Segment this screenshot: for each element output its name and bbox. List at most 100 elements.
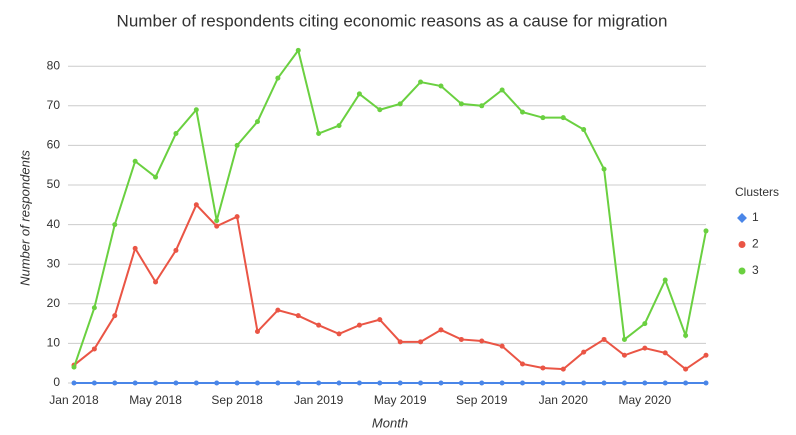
data-point: [560, 366, 566, 372]
data-point: [642, 380, 648, 386]
x-tick-label: Sep 2018: [211, 393, 263, 407]
data-point: [479, 103, 485, 109]
data-point: [71, 364, 77, 370]
data-point: [520, 109, 526, 115]
data-point: [601, 166, 607, 172]
data-point: [397, 380, 403, 386]
data-point: [703, 228, 709, 234]
data-point: [683, 380, 689, 386]
data-point: [275, 380, 281, 386]
data-point: [214, 223, 220, 229]
data-point: [418, 339, 424, 345]
y-tick-label: 40: [47, 217, 61, 231]
data-point: [418, 79, 424, 85]
y-tick-label: 30: [47, 256, 61, 270]
data-point: [153, 279, 159, 285]
x-tick-label: May 2020: [618, 393, 671, 407]
data-point: [153, 174, 159, 180]
data-point: [683, 366, 689, 372]
data-point: [91, 305, 97, 311]
data-point: [173, 380, 179, 386]
x-tick-label: Sep 2019: [456, 393, 508, 407]
data-point: [377, 317, 383, 323]
data-point: [173, 131, 179, 137]
data-point: [418, 380, 424, 386]
data-point: [438, 327, 444, 333]
data-point: [214, 218, 220, 224]
data-point: [91, 380, 97, 386]
y-tick-label: 70: [47, 98, 61, 112]
data-point: [499, 87, 505, 93]
data-point: [581, 127, 587, 133]
data-point: [540, 365, 546, 371]
legend-marker: [737, 213, 747, 223]
series-line: [73, 48, 707, 368]
data-point: [275, 75, 281, 81]
data-point: [621, 380, 627, 386]
data-point: [703, 380, 709, 386]
data-point: [254, 329, 260, 335]
x-tick-label: May 2019: [374, 393, 427, 407]
data-point: [520, 361, 526, 367]
data-point: [458, 336, 464, 342]
data-point: [112, 222, 118, 228]
data-point: [295, 47, 301, 53]
x-tick-label: May 2018: [129, 393, 182, 407]
legend-marker: [738, 267, 746, 275]
series-line: [73, 203, 707, 371]
data-point: [336, 123, 342, 129]
data-point: [601, 336, 607, 342]
data-point: [560, 115, 566, 121]
data-point: [336, 380, 342, 386]
legend-label: 1: [752, 210, 759, 224]
y-axis-label: Number of respondents: [17, 150, 32, 286]
data-point: [336, 331, 342, 337]
data-point: [254, 119, 260, 125]
data-point: [581, 380, 587, 386]
x-tick-label: Jan 2018: [49, 393, 99, 407]
data-point: [356, 91, 362, 97]
data-point: [662, 350, 668, 356]
data-point: [581, 349, 587, 355]
data-point: [132, 245, 138, 251]
data-point: [132, 380, 138, 386]
data-point: [683, 332, 689, 338]
data-point: [193, 380, 199, 386]
data-point: [621, 336, 627, 342]
data-point: [112, 313, 118, 319]
data-point: [71, 380, 77, 386]
data-point: [295, 313, 301, 319]
data-point: [458, 101, 464, 107]
data-point: [377, 107, 383, 113]
data-point: [397, 339, 403, 345]
data-point: [254, 380, 260, 386]
y-tick-label: 80: [47, 58, 61, 72]
data-point: [316, 380, 322, 386]
data-point: [234, 380, 240, 386]
data-point: [356, 322, 362, 328]
x-tick-label: Jan 2019: [294, 393, 344, 407]
data-point: [560, 380, 566, 386]
y-tick-label: 0: [53, 375, 60, 389]
data-point: [662, 380, 668, 386]
data-point: [275, 307, 281, 313]
data-point: [499, 380, 505, 386]
data-point: [356, 380, 362, 386]
y-tick-label: 10: [47, 336, 61, 350]
data-point: [703, 352, 709, 358]
data-point: [295, 380, 301, 386]
data-point: [520, 380, 526, 386]
data-point: [132, 158, 138, 164]
data-point: [112, 380, 118, 386]
data-point: [91, 346, 97, 352]
data-point: [193, 107, 199, 113]
y-tick-label: 60: [47, 138, 61, 152]
data-point: [601, 380, 607, 386]
chart-title: Number of respondents citing economic re…: [117, 11, 668, 30]
data-point: [621, 352, 627, 358]
x-tick-label: Jan 2020: [539, 393, 589, 407]
legend-title: Clusters: [735, 185, 779, 199]
data-point: [153, 380, 159, 386]
